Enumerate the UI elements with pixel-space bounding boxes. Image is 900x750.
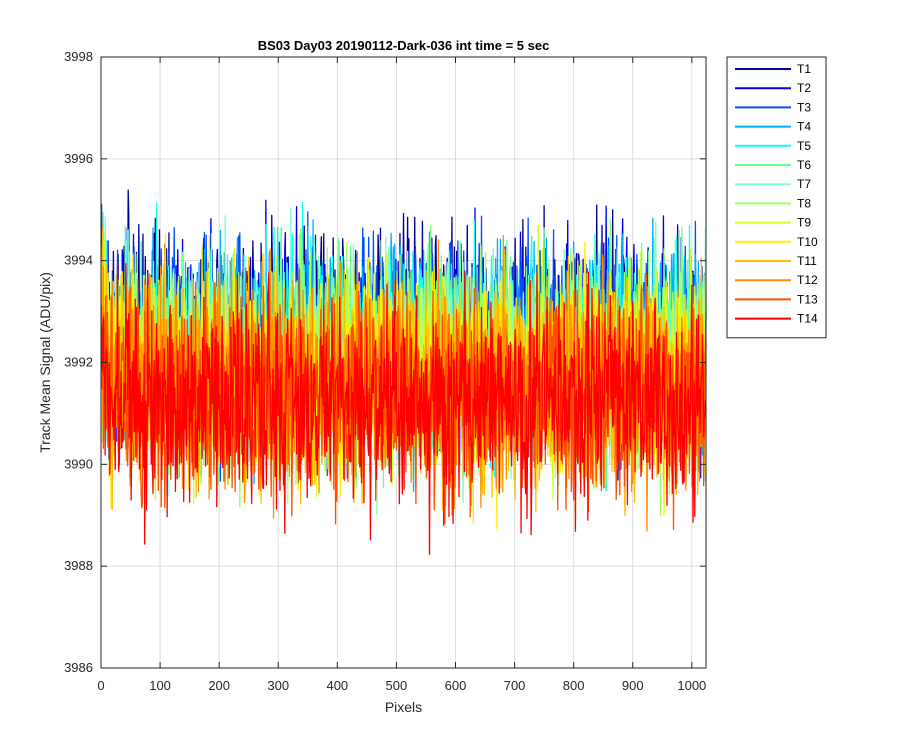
legend: T1 T2 T3 T4 T5 T6 T7 T8 T9 T10 T11 T12 T13 T14: [726, 56, 827, 339]
series-layer: [100, 189, 707, 556]
y-tick-label: 3992: [64, 355, 93, 370]
x-axis-title: Pixels: [385, 699, 422, 715]
legend-label: T3: [797, 100, 811, 114]
x-tick-label: 500: [386, 678, 408, 693]
x-tick-label: 200: [208, 678, 230, 693]
y-tick-label: 3986: [64, 660, 93, 675]
legend-label: T7: [797, 177, 811, 191]
ticks: 0 100 200 300 400 500 600 700 800 900 1000 3986 3988…: [64, 49, 706, 693]
legend-label: T11: [797, 254, 817, 268]
legend-box: [726, 56, 827, 339]
legend-label: T2: [797, 81, 811, 95]
legend-label: T14: [797, 312, 818, 326]
x-tick-label: 300: [267, 678, 289, 693]
y-tick-label: 3994: [64, 253, 93, 268]
legend-label: T8: [797, 196, 811, 210]
series-line-T14: [100, 262, 707, 556]
legend-label: T5: [797, 139, 811, 153]
x-tick-label: 0: [97, 678, 104, 693]
x-tick-label: 800: [563, 678, 585, 693]
y-tick-label: 3998: [64, 49, 93, 64]
x-tick-label: 600: [445, 678, 467, 693]
legend-label: T10: [797, 235, 818, 249]
x-tick-label: 900: [622, 678, 644, 693]
legend-label: T12: [797, 273, 818, 287]
legend-label: T4: [797, 120, 811, 134]
x-tick-label: 700: [504, 678, 526, 693]
legend-label: T9: [797, 216, 811, 230]
y-tick-label: 3988: [64, 558, 93, 573]
y-axis-title: Track Mean Signal (ADU/pix): [37, 272, 53, 453]
legend-label: T6: [797, 158, 811, 172]
x-tick-label: 400: [326, 678, 348, 693]
legend-label: T1: [797, 62, 811, 76]
legend-label: T13: [797, 292, 818, 306]
x-tick-label: 1000: [677, 678, 706, 693]
y-tick-label: 3996: [64, 151, 93, 166]
y-tick-label: 3990: [64, 456, 93, 471]
x-tick-label: 100: [149, 678, 171, 693]
chart-title: BS03 Day03 20190112-Dark-036 int time = …: [258, 38, 550, 53]
